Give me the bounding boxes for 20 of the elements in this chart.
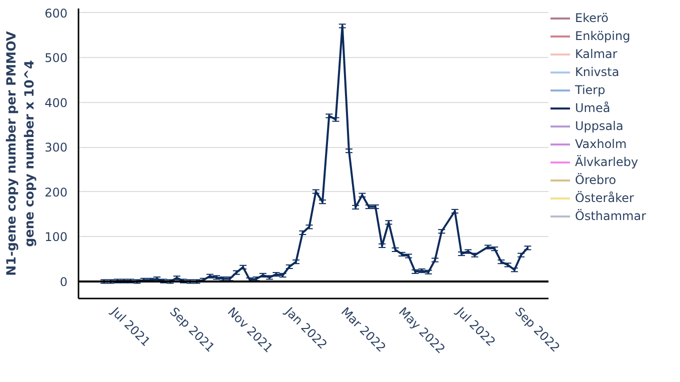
legend-label: Östhammar [575,208,646,224]
y-tick-label: 0 [60,274,68,289]
legend-label: Uppsala [575,118,624,134]
y-tick-label: 600 [44,6,68,20]
legend-label: Enköping [575,28,630,44]
legend-label: Knivsta [575,64,620,80]
legend-label: Österåker [575,190,634,206]
legend-label: Örebro [575,172,616,188]
legend-label: Kalmar [575,46,618,62]
y-axis-title: N1-gene copy number per PMMOV gene copy number x 10^4 [4,30,37,276]
legend-label: Vaxholm [575,136,627,152]
legend-label: Ekerö [575,10,608,26]
y-tick-label: 100 [44,230,68,244]
legend-label: Umeå [575,100,610,116]
y-tick-label: 200 [44,185,68,200]
y-tick-label: 500 [44,51,68,66]
legend-label: Älvkarleby [575,154,638,170]
legend-label: Tierp [575,82,606,98]
y-tick-label: 300 [44,140,68,155]
y-tick-label: 400 [44,96,68,110]
